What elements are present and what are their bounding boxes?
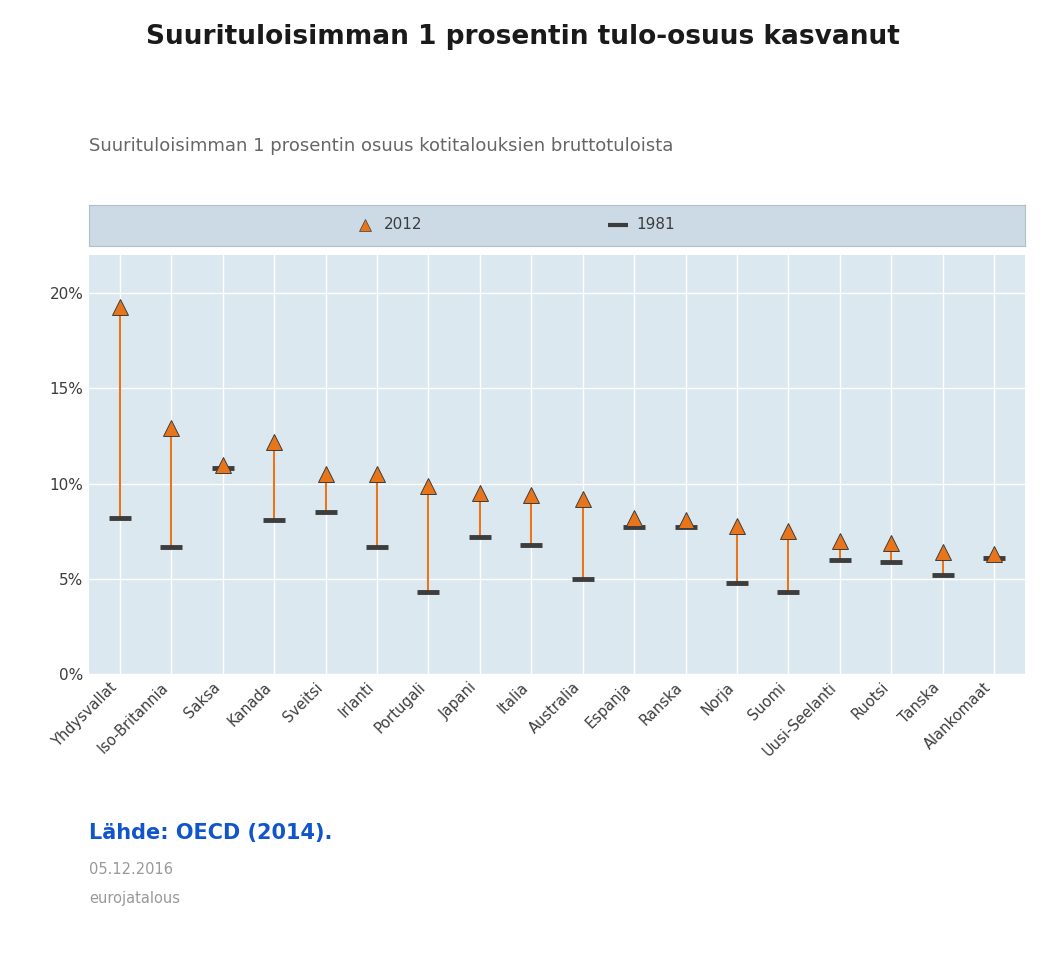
Text: 1981: 1981 [637,217,676,232]
Text: Suurituloisimman 1 prosentin tulo-osuus kasvanut: Suurituloisimman 1 prosentin tulo-osuus … [146,24,900,50]
Text: eurojatalous: eurojatalous [89,891,180,906]
Text: Suurituloisimman 1 prosentin osuus kotitalouksien bruttotuloista: Suurituloisimman 1 prosentin osuus kotit… [89,137,674,155]
Text: 2012: 2012 [384,217,423,232]
Text: 05.12.2016: 05.12.2016 [89,862,173,877]
Text: Lähde: OECD (2014).: Lähde: OECD (2014). [89,823,333,844]
